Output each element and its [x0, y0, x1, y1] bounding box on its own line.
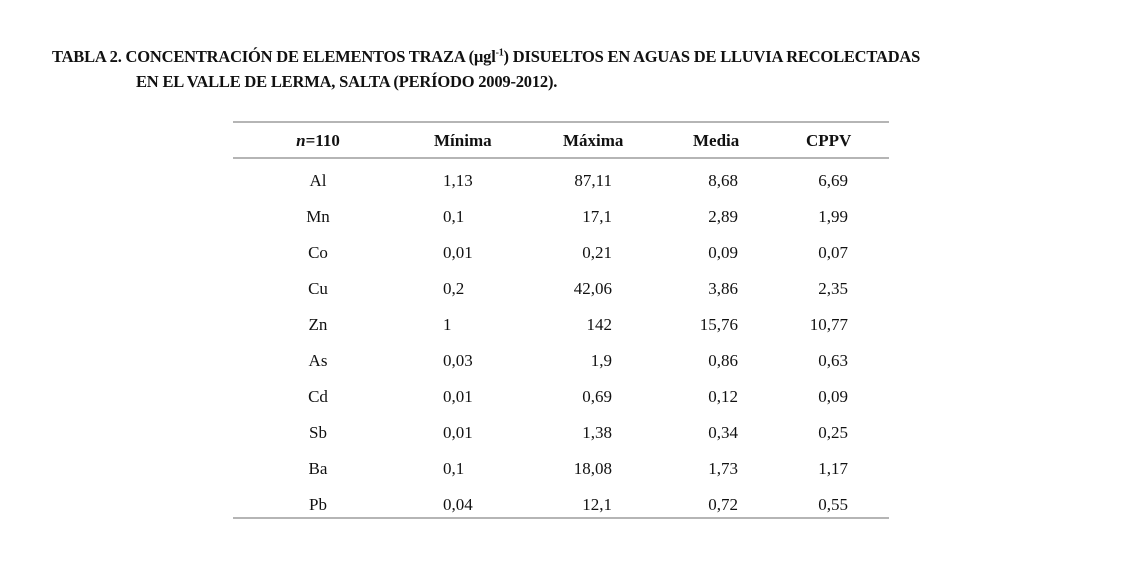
header-maxima: Máxima	[563, 131, 624, 150]
cell-media: 1,73	[708, 459, 738, 478]
cell-maxima: 142	[586, 315, 613, 334]
cell-media: 0,34	[708, 423, 738, 442]
cell-cppv: 0,25	[818, 423, 848, 442]
cell-cppv: 1,99	[818, 207, 848, 226]
cell-element: Mn	[306, 207, 330, 226]
cell-minima: 0,1	[443, 207, 465, 226]
cell-media: 15,76	[699, 315, 738, 334]
cell-minima: 0,03	[443, 351, 473, 370]
cell-media: 0,86	[708, 351, 738, 370]
cell-maxima: 42,06	[573, 279, 612, 298]
n-italic: n	[296, 131, 306, 150]
cell-media: 0,12	[708, 387, 738, 406]
cell-minima: 0,01	[443, 243, 473, 262]
cell-maxima: 0,69	[582, 387, 612, 406]
cell-maxima: 17,1	[582, 207, 612, 226]
cell-cppv: 10,77	[809, 315, 848, 334]
header-cppv: CPPV	[806, 131, 852, 150]
cell-minima: 0,01	[443, 387, 473, 406]
cell-element: Al	[309, 171, 327, 190]
cell-element: Sb	[309, 423, 327, 442]
cell-maxima: 1,38	[582, 423, 612, 442]
cell-element: Cd	[308, 387, 328, 406]
bottom-rule	[233, 517, 889, 519]
header-minima: Mínima	[434, 131, 492, 150]
header-media: Media	[693, 131, 740, 150]
cell-cppv: 0,09	[818, 387, 848, 406]
cell-minima: 1,13	[443, 171, 473, 190]
cell-maxima: 87,11	[574, 171, 612, 190]
table-caption-line-1: TABLA 2. CONCENTRACIÓN DE ELEMENTOS TRAZ…	[52, 47, 920, 67]
cell-element: Co	[308, 243, 328, 262]
cell-cppv: 0,07	[818, 243, 848, 262]
cell-cppv: 2,35	[818, 279, 848, 298]
cell-minima: 0,2	[443, 279, 465, 298]
cell-element: Zn	[308, 315, 328, 334]
cell-maxima: 1,9	[590, 351, 612, 370]
top-rule	[233, 121, 889, 123]
header-rule	[233, 157, 889, 159]
cell-media: 3,86	[708, 279, 738, 298]
cell-maxima: 18,08	[573, 459, 612, 478]
cell-minima: 0,04	[443, 495, 473, 514]
cell-media: 2,89	[708, 207, 738, 226]
cell-media: 8,68	[708, 171, 738, 190]
cell-minima: 0,01	[443, 423, 473, 442]
cell-maxima: 0,21	[582, 243, 612, 262]
caption-text: TABLA 2. CONCENTRACIÓN DE ELEMENTOS TRAZ…	[52, 47, 496, 66]
cell-element: Pb	[309, 495, 327, 514]
cell-media: 0,72	[708, 495, 738, 514]
cell-media: 0,09	[708, 243, 738, 262]
cell-minima: 0,1	[443, 459, 465, 478]
header-n: n=110	[268, 131, 368, 151]
cell-cppv: 6,69	[818, 171, 848, 190]
n-value: =110	[305, 131, 340, 150]
cell-cppv: 0,55	[818, 495, 848, 514]
cell-cppv: 1,17	[818, 459, 848, 478]
caption-superscript: -1	[495, 47, 504, 59]
cell-cppv: 0,63	[818, 351, 848, 370]
cell-element: As	[308, 351, 328, 370]
cell-element: Cu	[308, 279, 328, 298]
caption-text: ) DISUELTOS EN AGUAS DE LLUVIA RECOLECTA…	[503, 47, 921, 66]
cell-maxima: 12,1	[582, 495, 612, 514]
cell-element: Ba	[308, 459, 328, 478]
table-caption-line-2: EN EL VALLE DE LERMA, SALTA (PERÍODO 200…	[136, 72, 558, 91]
cell-minima: 1	[443, 315, 452, 334]
